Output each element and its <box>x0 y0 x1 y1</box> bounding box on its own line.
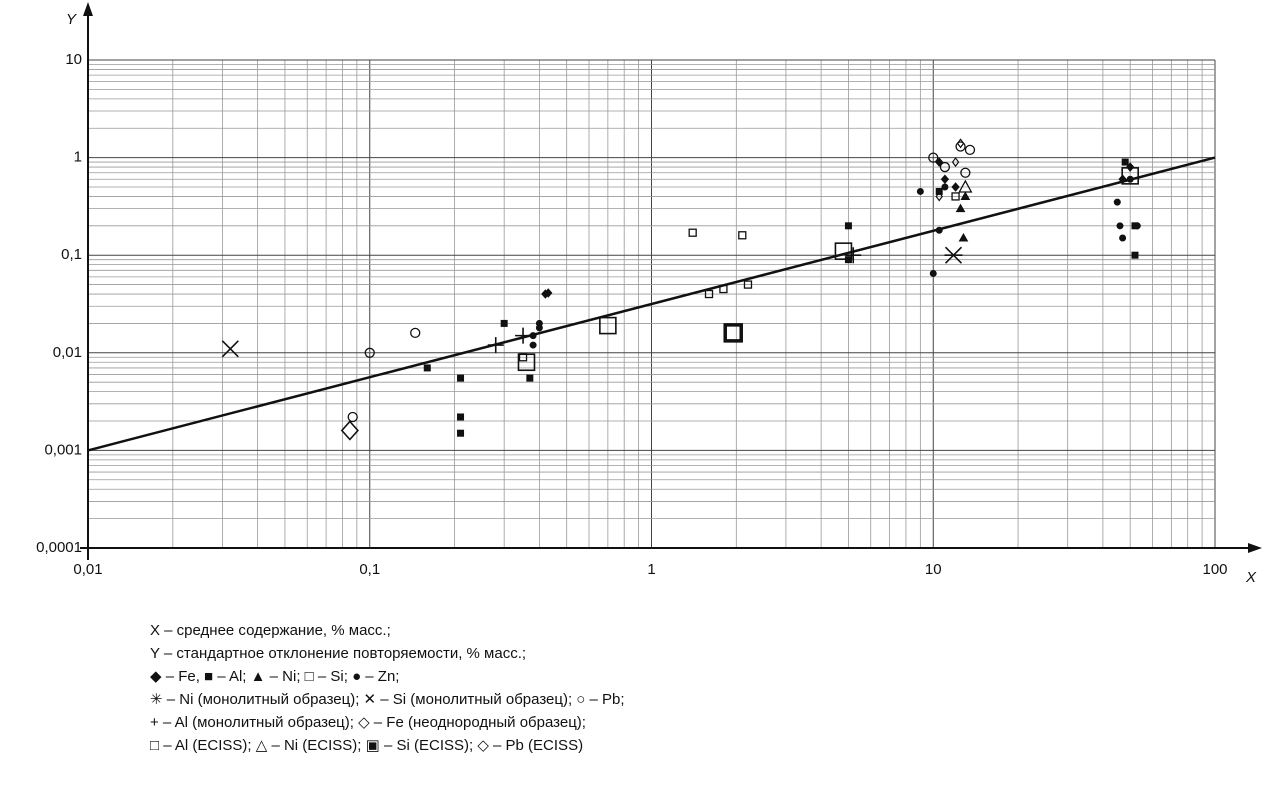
x-tick-label: 1 <box>647 561 655 578</box>
point <box>929 269 937 277</box>
point <box>1126 175 1134 183</box>
point <box>340 420 359 441</box>
point <box>221 340 239 358</box>
x-arrow <box>1248 543 1262 553</box>
point <box>719 284 728 294</box>
point <box>845 247 862 264</box>
point <box>457 429 465 437</box>
point <box>955 141 966 152</box>
point <box>423 364 431 372</box>
point <box>939 161 951 173</box>
legend-line: ✳ – Ni (монолитный образец); ✕ – Si (мон… <box>150 691 625 708</box>
point <box>1116 222 1124 230</box>
legend-line: Y – стандартное отклонение повторяемости… <box>150 645 526 662</box>
point <box>535 324 543 332</box>
point <box>844 222 852 230</box>
y-tick-label: 0,01 <box>53 344 82 361</box>
point <box>935 191 943 202</box>
point <box>526 374 534 382</box>
point <box>410 327 421 339</box>
point <box>738 231 747 240</box>
legend-line: X – среднее содержание, % масс.; <box>150 622 391 639</box>
point <box>704 289 714 299</box>
legend-line: + – Al (монолитный образец); ◇ – Fe (нео… <box>150 714 586 731</box>
point <box>1121 158 1129 166</box>
point <box>958 233 969 242</box>
point <box>544 288 553 298</box>
point <box>457 374 465 382</box>
y-tick-label: 10 <box>65 51 82 68</box>
point <box>935 226 943 234</box>
y-arrow <box>83 2 93 16</box>
point <box>529 341 537 349</box>
point <box>599 316 617 335</box>
point <box>347 411 358 423</box>
y-axis-label: Y <box>66 11 77 28</box>
point <box>487 337 504 354</box>
point <box>500 319 508 327</box>
point <box>1119 234 1127 242</box>
point <box>515 327 532 344</box>
point <box>517 353 536 372</box>
x-axis-label: X <box>1245 569 1257 586</box>
point <box>956 138 965 149</box>
point <box>1126 162 1135 172</box>
point <box>958 179 973 193</box>
fit-line <box>87 156 1216 452</box>
y-tick-label: 0,001 <box>44 441 82 458</box>
y-tick-label: 1 <box>74 149 82 166</box>
y-tick-label: 0,0001 <box>36 539 82 556</box>
x-tick-label: 100 <box>1202 561 1227 578</box>
point <box>1131 251 1139 259</box>
point <box>364 347 375 358</box>
point <box>457 413 465 421</box>
point <box>1133 222 1141 230</box>
point <box>960 167 971 178</box>
x-tick-label: 0,01 <box>73 561 102 578</box>
point <box>960 191 971 200</box>
point <box>944 246 963 264</box>
point <box>916 187 924 195</box>
legend-line: ◆ – Fe, ■ – Al; ▲ – Ni; □ – Si; ● – Zn; <box>150 668 399 685</box>
point <box>1113 198 1121 206</box>
point <box>941 183 949 191</box>
point <box>1121 167 1139 185</box>
point <box>955 203 966 213</box>
legend-line: □ – Al (ECISS); △ – Ni (ECISS); ▣ – Si (… <box>150 737 583 754</box>
point <box>951 192 960 201</box>
x-tick-label: 10 <box>925 561 942 578</box>
point <box>964 144 976 156</box>
point <box>940 174 950 185</box>
point <box>928 152 939 163</box>
point <box>951 182 960 192</box>
point <box>834 242 853 260</box>
point <box>743 280 753 289</box>
y-tick-label: 0,1 <box>61 246 82 263</box>
point <box>688 228 697 237</box>
x-tick-label: 0,1 <box>359 561 380 578</box>
point <box>723 323 743 343</box>
point <box>951 157 960 168</box>
